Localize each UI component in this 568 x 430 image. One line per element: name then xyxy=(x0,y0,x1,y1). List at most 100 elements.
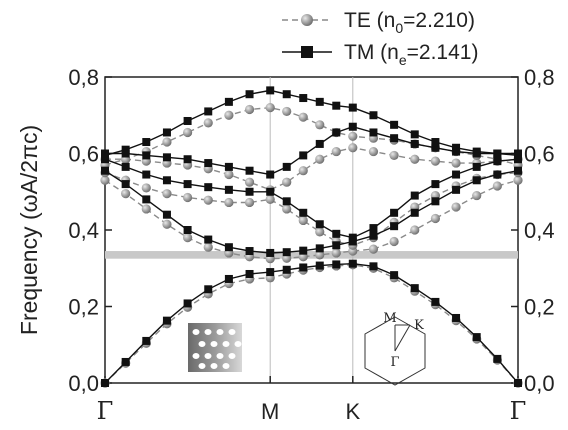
tm-data-point xyxy=(472,176,481,185)
plot-frame xyxy=(104,76,519,384)
te-data-point xyxy=(162,189,172,199)
tm-data-point xyxy=(431,197,440,206)
tm-data-point xyxy=(410,284,419,293)
tm-data-point xyxy=(245,166,254,175)
te-data-point xyxy=(121,189,131,199)
te-data-point xyxy=(162,219,172,229)
tm-data-point xyxy=(162,153,171,162)
tm-band-line xyxy=(104,262,519,384)
bz-label-m: M xyxy=(383,311,396,326)
x-tick-label: Γ xyxy=(510,397,527,425)
band-gap-layer xyxy=(105,251,518,259)
tm-data-point xyxy=(493,170,502,179)
te-data-point xyxy=(183,127,193,138)
band-gap-stripe xyxy=(105,251,518,259)
te-data-point xyxy=(183,192,193,203)
tm-band-line xyxy=(104,170,519,254)
te-data-point xyxy=(348,131,358,141)
tm-data-point xyxy=(183,155,192,164)
tm-data-point xyxy=(282,248,291,257)
tm-data-point xyxy=(142,138,151,147)
tm-data-point xyxy=(390,120,399,129)
tm-data-point xyxy=(299,208,308,217)
te-data-point xyxy=(451,202,461,212)
bz-label-k: K xyxy=(414,318,424,333)
te-data-point xyxy=(265,103,275,113)
te-band-line xyxy=(104,264,519,384)
te-data-point xyxy=(141,183,151,193)
tm-data-point xyxy=(410,208,419,217)
tm-data-point xyxy=(204,107,213,116)
te-data-point xyxy=(389,150,399,161)
te-data-point xyxy=(162,137,172,147)
y-tick-label-right: 0,4 xyxy=(524,218,555,243)
tm-data-point xyxy=(245,247,254,256)
tm-data-point xyxy=(315,220,324,229)
legend-tm-marker xyxy=(301,46,313,58)
tm-data-point xyxy=(183,299,192,308)
y-tick-label-left: 0,0 xyxy=(68,371,99,396)
tm-data-point xyxy=(472,162,481,171)
tm-data-point xyxy=(245,90,254,99)
te-data-point xyxy=(183,233,193,243)
tm-data-point xyxy=(369,231,378,240)
x-tick-label: K xyxy=(345,399,360,424)
te-data-point xyxy=(368,146,379,157)
tm-data-point xyxy=(282,90,291,99)
te-data-point xyxy=(224,197,234,208)
slab-hole xyxy=(198,341,206,347)
te-data-point xyxy=(389,236,399,247)
tm-data-point xyxy=(369,111,378,120)
tm-data-point xyxy=(390,208,399,217)
te-data-point xyxy=(315,120,325,130)
te-data-point xyxy=(298,112,308,122)
tm-data-point xyxy=(452,313,461,322)
te-data-point xyxy=(451,158,461,168)
te-data-point xyxy=(430,156,440,166)
y-tick-label-left: 0,2 xyxy=(68,295,99,320)
legend-te-label: TE (n0=2.210) xyxy=(344,9,475,36)
te-data-point xyxy=(430,213,440,224)
tm-data-point xyxy=(101,379,109,387)
tm-data-point xyxy=(101,151,109,160)
tm-data-point xyxy=(369,262,378,271)
te-data-point xyxy=(282,177,292,187)
tm-data-point xyxy=(369,224,378,233)
te-data-point xyxy=(492,181,502,191)
te-data-point xyxy=(203,242,213,252)
tm-data-point xyxy=(121,357,130,366)
tm-data-point xyxy=(431,297,440,306)
x-tick-label: M xyxy=(261,399,279,424)
tm-data-point xyxy=(410,139,419,148)
te-data-point xyxy=(513,175,523,185)
tm-data-point xyxy=(245,187,254,196)
tm-data-point xyxy=(162,316,171,325)
tm-data-point xyxy=(514,166,522,175)
tm-data-point xyxy=(299,246,308,255)
te-data-point xyxy=(244,104,255,115)
te-data-point xyxy=(203,118,213,128)
tm-data-point xyxy=(224,243,233,252)
tm-data-point xyxy=(101,166,109,175)
legend-te-marker xyxy=(301,14,313,26)
tm-data-point xyxy=(493,149,502,158)
tm-data-point xyxy=(452,170,461,179)
tm-data-point xyxy=(452,185,461,194)
tm-data-point xyxy=(332,128,341,137)
slab-hole xyxy=(204,353,212,359)
tm-band-line xyxy=(104,89,519,157)
y-tick-label-left: 0,4 xyxy=(68,218,99,243)
tm-data-point xyxy=(282,197,291,206)
tm-data-point xyxy=(245,269,254,278)
te-data-point xyxy=(298,166,308,176)
tm-data-point xyxy=(369,128,378,137)
te-data-point xyxy=(331,146,341,157)
inset-brillouin-zone: M K Γ xyxy=(364,311,426,386)
te-data-point xyxy=(244,177,255,187)
x-tick-label: Γ xyxy=(97,397,114,425)
slab-hole xyxy=(198,363,206,369)
tm-data-point xyxy=(410,130,419,139)
tm-data-point xyxy=(162,210,171,219)
tm-data-point xyxy=(204,183,213,192)
slab-hole xyxy=(222,363,230,369)
